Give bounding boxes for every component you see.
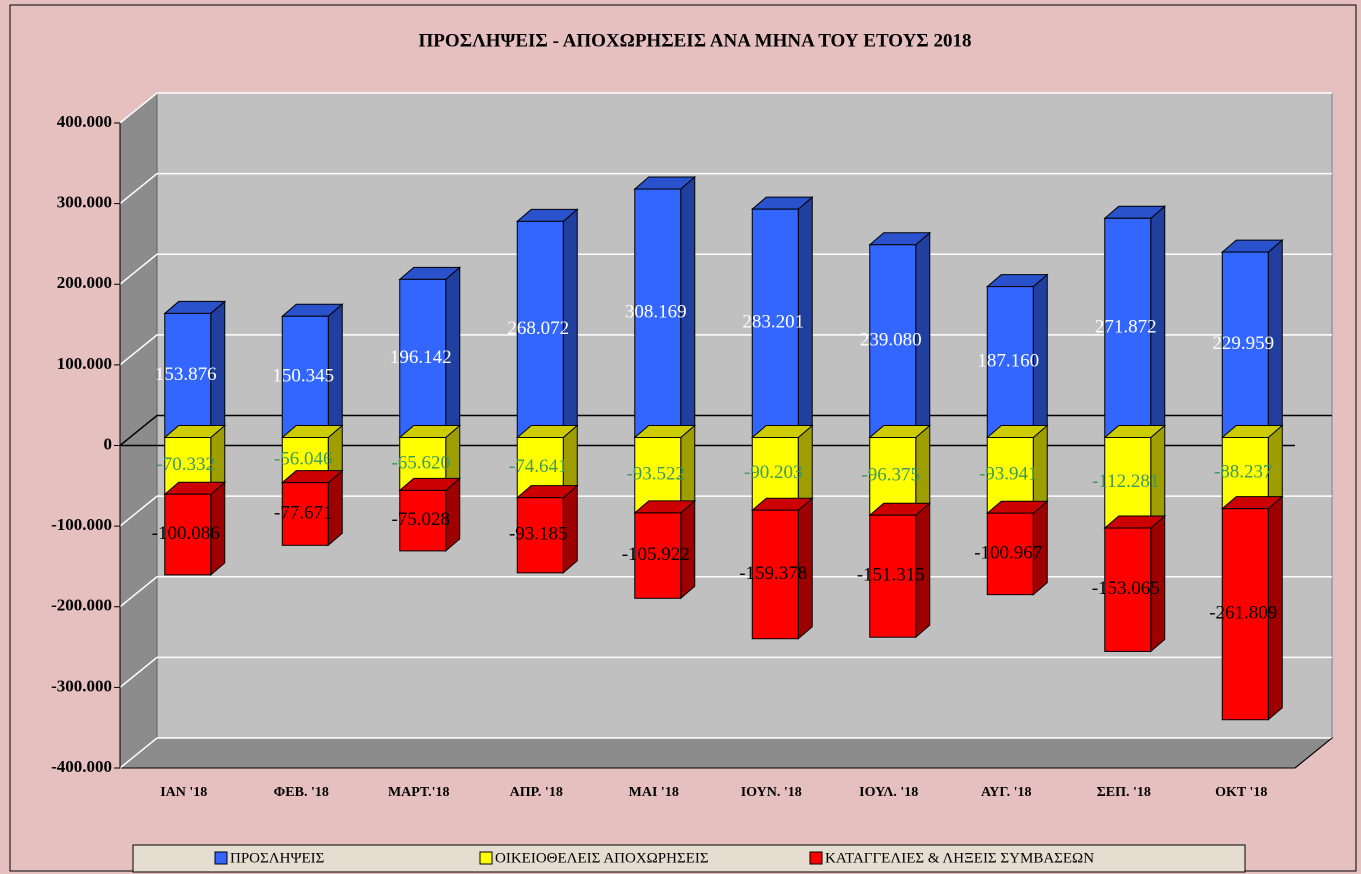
- x-tick-label: ΟΚΤ '18: [1215, 785, 1267, 800]
- chart-title: ΠΡΟΣΛΗΨΕΙΣ - ΑΠΟΧΩΡΗΣΕΙΣ ΑΝΑ ΜΗΝΑ ΤΟΥ ΕΤ…: [419, 30, 972, 51]
- bar: [164, 493, 212, 576]
- data-label: -93.522: [626, 464, 685, 485]
- bar: [399, 489, 447, 552]
- data-label: -112.281: [1092, 471, 1159, 492]
- data-label: 187.160: [977, 350, 1039, 371]
- grid-line: [119, 414, 1332, 447]
- data-label: -93.941: [979, 464, 1038, 485]
- data-label: -90.203: [744, 462, 803, 483]
- data-label: 150.345: [272, 365, 334, 386]
- bar: [281, 315, 329, 438]
- grid-line: [119, 172, 1332, 205]
- bar: [986, 437, 1034, 514]
- data-label: 229.959: [1212, 333, 1274, 354]
- bar: [516, 220, 564, 438]
- x-tick-label: ΣΕΠ. '18: [1097, 785, 1151, 800]
- grid-line: [119, 334, 1332, 366]
- bar: [751, 509, 799, 640]
- data-label: -70.332: [156, 454, 215, 475]
- legend-label: ΠΡΟΣΛΗΨΕΙΣ: [230, 850, 324, 866]
- data-label: 283.201: [742, 312, 804, 333]
- bar: [516, 497, 564, 574]
- x-tick-label: ΙΑΝ '18: [160, 785, 207, 800]
- y-tick-label: 100.000: [57, 354, 112, 373]
- grid-line: [119, 656, 1332, 688]
- data-label: -100.086: [152, 523, 220, 544]
- x-tick-label: ΜΑΙ '18: [629, 785, 679, 800]
- data-label: -159.378: [739, 563, 807, 584]
- x-tick-label: ΑΠΡ. '18: [510, 785, 563, 800]
- y-tick-label: -200.000: [51, 596, 112, 615]
- bar: [1104, 527, 1152, 652]
- x-tick-label: ΜΑΡΤ.'18: [388, 785, 450, 800]
- data-label: -153.065: [1092, 578, 1160, 599]
- bar: [1104, 437, 1152, 529]
- floor: [118, 737, 1334, 769]
- bar: [634, 512, 682, 599]
- data-label: -74.641: [509, 456, 568, 477]
- y-tick-label: -100.000: [51, 515, 112, 534]
- bar: [986, 512, 1034, 596]
- y-tick-label: -400.000: [51, 757, 112, 776]
- data-label: 153.876: [155, 364, 217, 385]
- data-label: -96.375: [861, 465, 920, 486]
- legend-box: [132, 844, 1246, 873]
- x-tick-label: ΙΟΥΝ. '18: [741, 785, 802, 800]
- bar: [869, 244, 917, 438]
- legend-label: ΚΑΤΑΓΓΕΛΙΕΣ & ΛΗΞΕΙΣ ΣΥΜΒΑΣΕΩΝ: [825, 850, 1094, 866]
- legend-swatch: [479, 851, 493, 865]
- data-label: -93.185: [509, 524, 568, 545]
- y-tick-label: -300.000: [51, 676, 112, 695]
- bar: [1221, 251, 1269, 438]
- bar: [986, 286, 1034, 439]
- y-tick-label: 400.000: [57, 112, 112, 131]
- data-label: -75.028: [391, 509, 450, 530]
- grid-line: [119, 737, 1332, 769]
- bar: [634, 188, 682, 438]
- data-label: -261.809: [1209, 603, 1277, 624]
- bar: [281, 482, 329, 546]
- data-label: -65.620: [391, 452, 450, 473]
- x-tick-label: ΦΕΒ. '18: [274, 785, 329, 800]
- data-label: 239.080: [860, 329, 922, 350]
- legend-swatch: [214, 851, 228, 865]
- data-label: -56.046: [274, 448, 333, 469]
- bar: [751, 208, 799, 438]
- y-tick-label: 300.000: [57, 193, 112, 212]
- legend-swatch: [809, 851, 823, 865]
- grid-line: [119, 92, 1332, 124]
- data-label: -151.315: [857, 565, 925, 586]
- floor-edge: [1294, 737, 1333, 769]
- bar: [634, 437, 682, 514]
- bar: [164, 312, 212, 438]
- grid-line: [119, 253, 1332, 285]
- data-label: 308.169: [625, 302, 687, 323]
- bar: [1221, 508, 1269, 721]
- x-tick-label: ΙΟΥΛ. '18: [859, 785, 918, 800]
- data-label: 271.872: [1095, 316, 1157, 337]
- x-tick-label: ΑΥΓ. '18: [981, 785, 1032, 800]
- data-label: -88.237: [1214, 461, 1273, 482]
- y-tick-label: 0: [104, 434, 113, 453]
- bar: [399, 278, 447, 438]
- y-tick-label: 200.000: [57, 273, 112, 292]
- legend-label: ΟΙΚΕΙΟΘΕΛΕΙΣ ΑΠΟΧΩΡΗΣΕΙΣ: [495, 850, 709, 866]
- data-label: -100.967: [974, 542, 1042, 563]
- bar: [869, 437, 917, 516]
- data-label: -105.922: [622, 544, 690, 565]
- data-label: 196.142: [390, 347, 452, 368]
- grid-line: [119, 495, 1332, 527]
- bar: [869, 514, 917, 638]
- data-label: -77.671: [274, 502, 333, 523]
- grid-line: [119, 576, 1332, 608]
- data-label: 268.072: [507, 318, 569, 339]
